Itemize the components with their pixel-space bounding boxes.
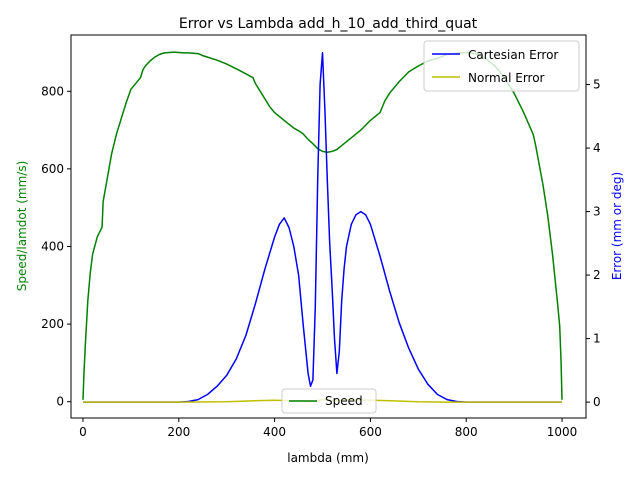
chart-title: Error vs Lambda add_h_10_add_third_quat [179,16,478,32]
legend-box [281,388,377,414]
y-right-tick-label: 1 [593,332,601,346]
x-tick-label: 600 [359,425,382,439]
legend-lower-center: Speed [281,388,377,414]
plot-frame [70,34,587,419]
axes-layer: 0 200 400 600 800 1000 0 200 400 600 800 0 1 2 3 4 5 [41,78,601,439]
y-left-tick-label: 600 [41,162,64,176]
y-left-tick-label: 200 [41,317,64,331]
y-right-tick-label: 3 [593,205,601,219]
legend-upper-right: Cartesian Error Normal Error [423,40,580,92]
y-axis-right-label: Error (mm or deg) [610,172,624,280]
x-tick-label: 200 [167,425,190,439]
series-line-cartesian-error [83,52,562,403]
y-right-tick-label: 5 [593,78,601,92]
y-left-tick-label: 800 [41,84,64,98]
x-axis-label: lambda (mm) [287,451,369,465]
y-left-tick-label: 0 [56,395,64,409]
legend-box [423,40,580,92]
legend-label-normal: Normal Error [468,71,545,85]
y-axis-left-label: Speed/lamdot (mm/s) [15,161,29,292]
x-tick-label: 800 [455,425,478,439]
y-right-tick-label: 2 [593,268,601,282]
y-right-tick-label: 4 [593,141,601,155]
x-tick-label: 400 [263,425,286,439]
legend-label-cartesian: Cartesian Error [468,48,558,62]
y-right-tick-label: 0 [593,395,601,409]
x-tick-label: 1000 [547,425,578,439]
x-tick-label: 0 [79,425,87,439]
y-left-tick-label: 400 [41,239,64,253]
legend-label-speed: Speed [325,394,363,408]
